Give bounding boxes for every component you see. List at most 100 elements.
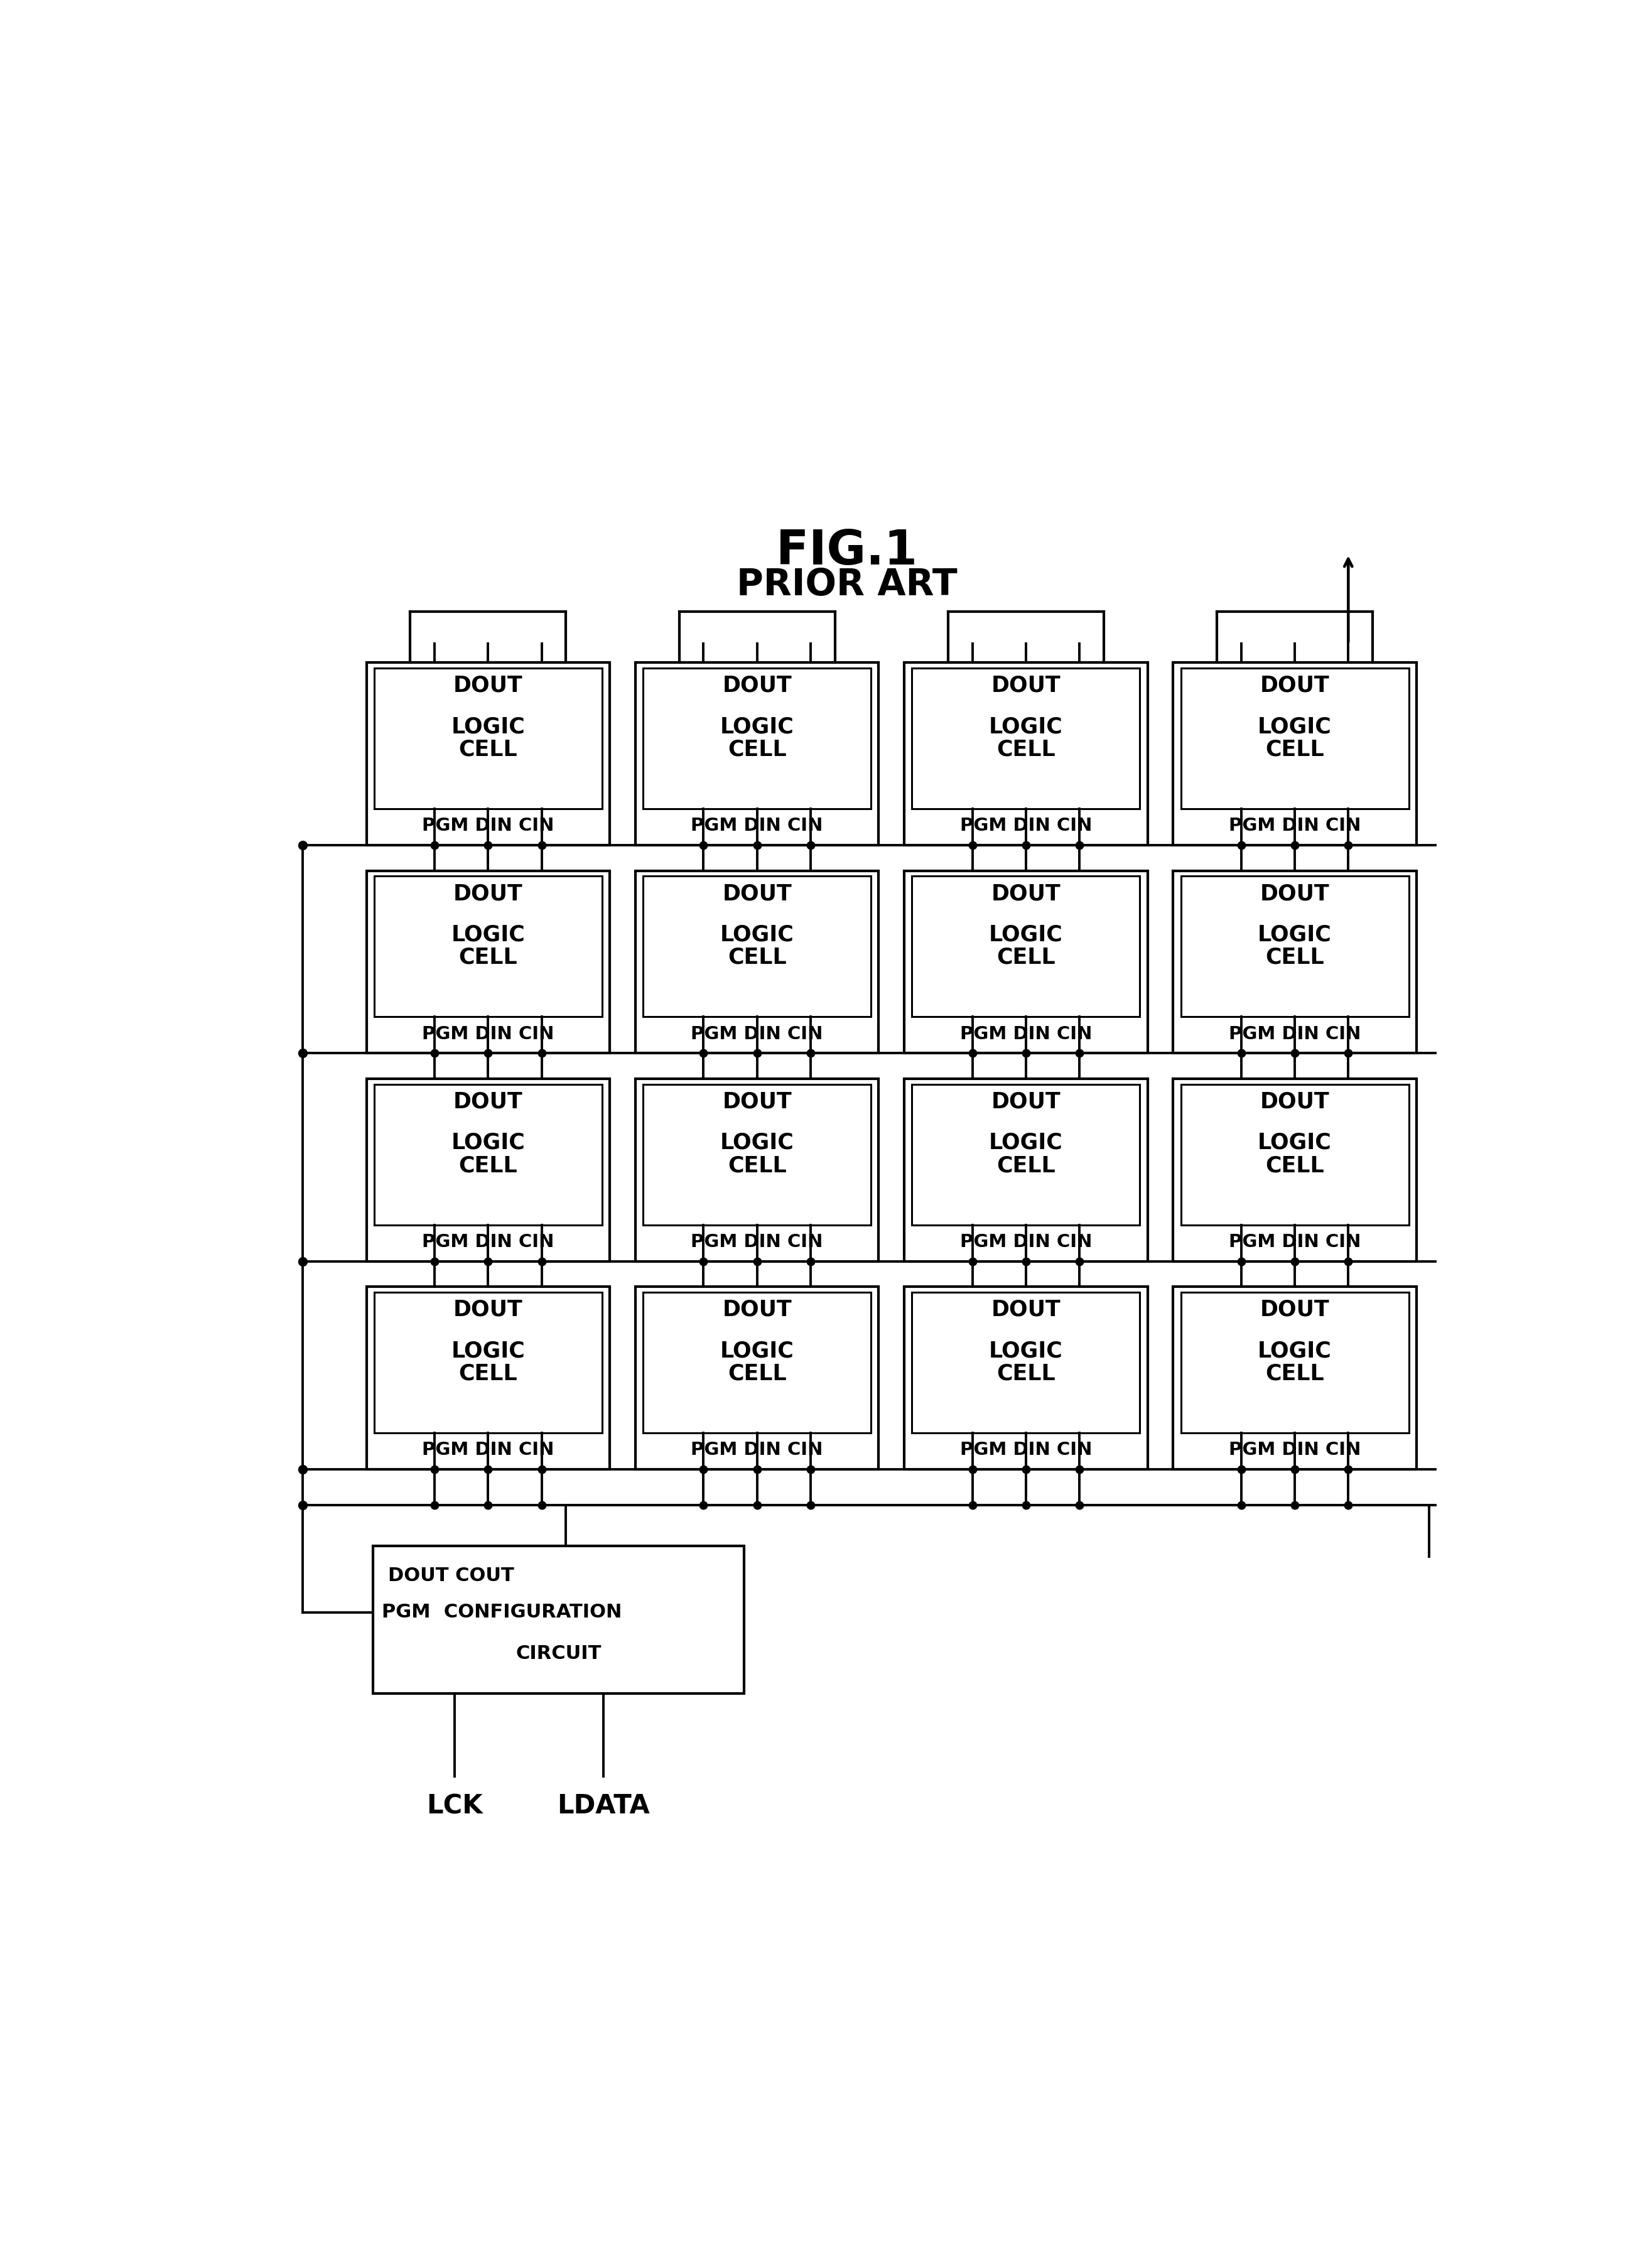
Text: LOGIC: LOGIC	[1257, 1132, 1332, 1154]
Bar	[1173, 1288, 1416, 1469]
Bar	[643, 876, 871, 1016]
Text: PRIOR ART: PRIOR ART	[737, 566, 957, 602]
Text: DOUT: DOUT	[991, 1091, 1061, 1113]
Text: PGM DIN CIN: PGM DIN CIN	[423, 1442, 553, 1460]
Bar	[1173, 663, 1416, 844]
Text: PGM DIN CIN: PGM DIN CIN	[423, 1233, 553, 1251]
Text: LCK: LCK	[426, 1792, 482, 1819]
Text: DOUT: DOUT	[722, 1299, 791, 1319]
Text: DOUT: DOUT	[453, 1091, 524, 1113]
Text: FIG.1: FIG.1	[776, 527, 917, 575]
Text: CELL: CELL	[1265, 1362, 1325, 1385]
Text: LOGIC: LOGIC	[451, 1340, 525, 1362]
Bar	[1181, 668, 1409, 808]
Bar	[912, 876, 1140, 1016]
Text: PGM DIN CIN: PGM DIN CIN	[1229, 1442, 1361, 1460]
Text: PGM DIN CIN: PGM DIN CIN	[691, 1233, 823, 1251]
Text: CELL: CELL	[727, 1362, 786, 1385]
Text: LOGIC: LOGIC	[1257, 923, 1332, 946]
Text: PGM DIN CIN: PGM DIN CIN	[1229, 817, 1361, 835]
Bar	[1173, 871, 1416, 1052]
Text: CELL: CELL	[459, 1362, 517, 1385]
Text: PGM DIN CIN: PGM DIN CIN	[960, 1025, 1092, 1043]
Bar	[904, 871, 1148, 1052]
Text: CIRCUIT: CIRCUIT	[515, 1645, 601, 1663]
Bar	[636, 1079, 879, 1260]
Bar	[912, 1292, 1140, 1432]
Text: PGM DIN CIN: PGM DIN CIN	[960, 1233, 1092, 1251]
Bar	[375, 668, 601, 808]
Text: DOUT: DOUT	[722, 883, 791, 905]
Text: LOGIC: LOGIC	[990, 923, 1062, 946]
Text: DOUT: DOUT	[722, 674, 791, 697]
Bar	[636, 663, 879, 844]
Text: LOGIC: LOGIC	[720, 1132, 795, 1154]
Text: LDATA: LDATA	[557, 1792, 649, 1819]
Text: PGM DIN CIN: PGM DIN CIN	[960, 1442, 1092, 1460]
Bar	[367, 871, 610, 1052]
Text: LOGIC: LOGIC	[720, 1340, 795, 1362]
Text: CELL: CELL	[1265, 738, 1325, 760]
Text: DOUT: DOUT	[453, 674, 524, 697]
Text: CELL: CELL	[1265, 1154, 1325, 1177]
Bar	[643, 1084, 871, 1224]
Text: LOGIC: LOGIC	[990, 715, 1062, 738]
Bar	[643, 1292, 871, 1432]
Text: PGM DIN CIN: PGM DIN CIN	[423, 1025, 553, 1043]
Bar	[375, 1292, 601, 1432]
Text: CELL: CELL	[727, 946, 786, 969]
Text: DOUT: DOUT	[453, 1299, 524, 1319]
Text: PGM DIN CIN: PGM DIN CIN	[691, 1025, 823, 1043]
Bar	[375, 1084, 601, 1224]
Text: CELL: CELL	[996, 946, 1056, 969]
Text: CELL: CELL	[727, 738, 786, 760]
Bar	[904, 1079, 1148, 1260]
Text: LOGIC: LOGIC	[451, 715, 525, 738]
Text: DOUT: DOUT	[722, 1091, 791, 1113]
Text: PGM DIN CIN: PGM DIN CIN	[960, 817, 1092, 835]
Bar	[643, 668, 871, 808]
Bar	[1173, 1079, 1416, 1260]
Text: PGM DIN CIN: PGM DIN CIN	[691, 1442, 823, 1460]
Bar	[367, 663, 610, 844]
Text: LOGIC: LOGIC	[1257, 715, 1332, 738]
Text: PGM  CONFIGURATION: PGM CONFIGURATION	[382, 1602, 623, 1623]
Text: CELL: CELL	[459, 1154, 517, 1177]
Text: LOGIC: LOGIC	[990, 1340, 1062, 1362]
Text: CELL: CELL	[996, 1362, 1056, 1385]
Text: PGM DIN CIN: PGM DIN CIN	[1229, 1025, 1361, 1043]
Text: LOGIC: LOGIC	[990, 1132, 1062, 1154]
Text: DOUT COUT: DOUT COUT	[388, 1566, 514, 1584]
Bar	[1181, 1292, 1409, 1432]
Bar	[373, 1546, 743, 1693]
Text: DOUT: DOUT	[1260, 1091, 1330, 1113]
Text: LOGIC: LOGIC	[720, 715, 795, 738]
Bar	[1181, 876, 1409, 1016]
Text: DOUT: DOUT	[991, 674, 1061, 697]
Text: CELL: CELL	[996, 1154, 1056, 1177]
Bar	[912, 1084, 1140, 1224]
Text: LOGIC: LOGIC	[720, 923, 795, 946]
Text: DOUT: DOUT	[991, 1299, 1061, 1319]
Bar	[636, 871, 879, 1052]
Bar	[636, 1288, 879, 1469]
Text: CELL: CELL	[1265, 946, 1325, 969]
Text: DOUT: DOUT	[1260, 883, 1330, 905]
Text: DOUT: DOUT	[1260, 674, 1330, 697]
Text: DOUT: DOUT	[453, 883, 524, 905]
Text: CELL: CELL	[459, 946, 517, 969]
Text: DOUT: DOUT	[1260, 1299, 1330, 1319]
Text: LOGIC: LOGIC	[1257, 1340, 1332, 1362]
Text: LOGIC: LOGIC	[451, 1132, 525, 1154]
Bar	[904, 663, 1148, 844]
Text: PGM DIN CIN: PGM DIN CIN	[1229, 1233, 1361, 1251]
Text: CELL: CELL	[459, 738, 517, 760]
Bar	[367, 1288, 610, 1469]
Bar	[912, 668, 1140, 808]
Bar	[367, 1079, 610, 1260]
Text: CELL: CELL	[727, 1154, 786, 1177]
Text: PGM DIN CIN: PGM DIN CIN	[691, 817, 823, 835]
Text: LOGIC: LOGIC	[451, 923, 525, 946]
Text: CELL: CELL	[996, 738, 1056, 760]
Bar	[1181, 1084, 1409, 1224]
